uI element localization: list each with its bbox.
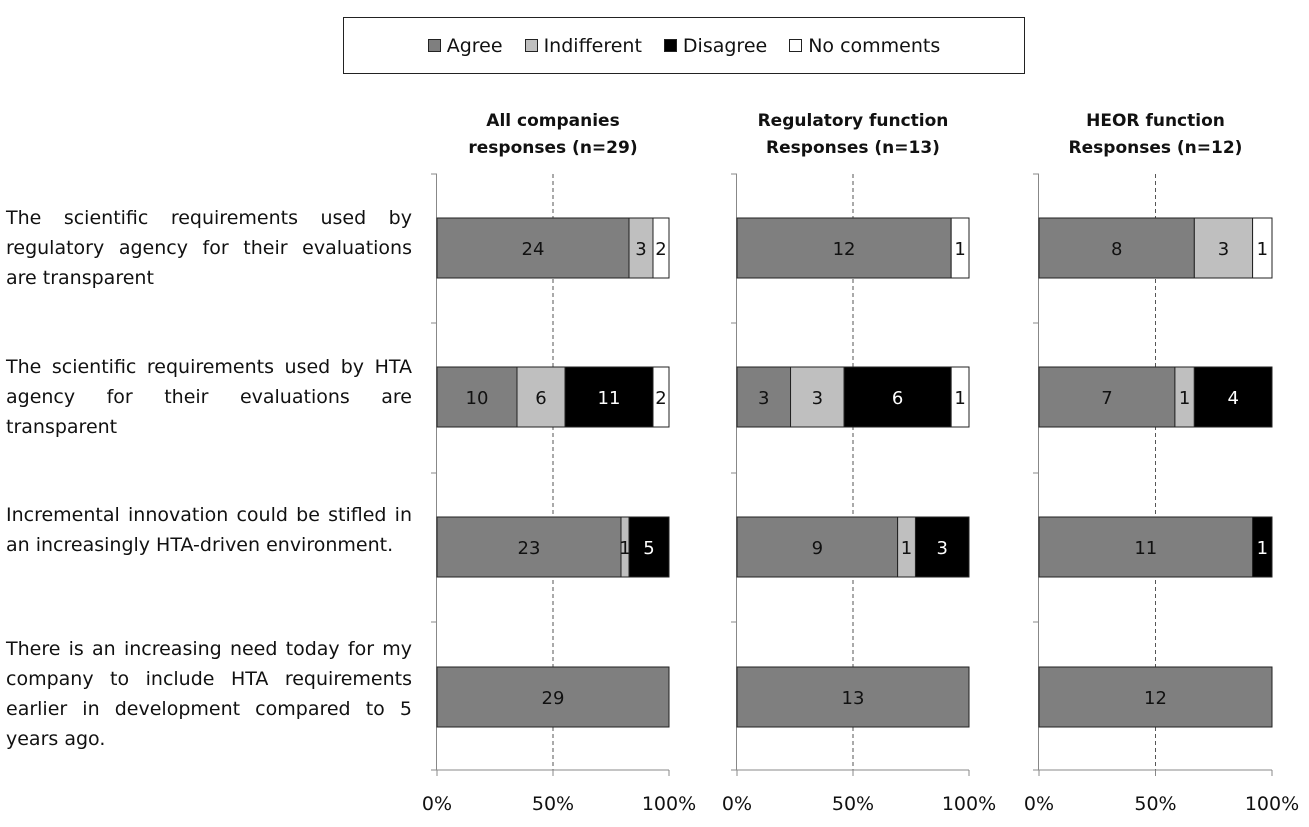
question-label: The scientific requirements used by regu…	[6, 207, 412, 289]
x-tick-label: 100%	[642, 793, 696, 815]
data-label: 6	[892, 388, 903, 409]
x-tick-label: 50%	[832, 793, 874, 815]
data-label: 3	[812, 388, 823, 409]
legend-label-no-comments: No comments	[808, 34, 941, 57]
panel-title-line: HEOR function	[1086, 111, 1225, 131]
data-label: 10	[466, 388, 489, 409]
data-label: 1	[954, 388, 965, 409]
bar-segment-agree	[1038, 666, 1273, 728]
data-label: 11	[1134, 538, 1157, 559]
data-label: 24	[522, 239, 545, 260]
data-label: 29	[542, 688, 565, 709]
data-label: 1	[619, 538, 630, 559]
data-label: 1	[954, 239, 965, 260]
bar-segment-no-comments	[652, 366, 670, 428]
x-tick-label: 0%	[722, 793, 752, 815]
data-label: 12	[833, 239, 856, 260]
question-label: There is an increasing need today for my…	[6, 638, 412, 750]
bar-segment-agree	[436, 217, 630, 279]
data-label: 11	[598, 388, 621, 409]
x-tick-label: 50%	[532, 793, 574, 815]
data-label: 6	[535, 388, 546, 409]
bar-segment-disagree	[843, 366, 952, 428]
question-label: The scientific requirements used by HTA …	[6, 356, 412, 438]
data-label: 2	[655, 388, 666, 409]
bar-segment-no-comments	[950, 217, 970, 279]
data-label: 12	[1144, 688, 1167, 709]
x-tick-label: 50%	[1134, 793, 1176, 815]
legend-item-agree: Agree	[427, 34, 503, 57]
bar-segment-disagree	[628, 516, 670, 578]
bar-segment-agree	[736, 366, 792, 428]
data-label: 3	[1218, 239, 1229, 260]
bar-segment-no-comments	[950, 366, 970, 428]
data-label: 9	[812, 538, 823, 559]
bar-segment-agree	[436, 666, 670, 728]
panel-title-regulatory: Regulatory function Responses (n=13)	[737, 108, 969, 162]
bar-segment-no-comments	[652, 217, 670, 279]
bar-segment-disagree	[914, 516, 970, 578]
x-tick-label: 100%	[1245, 793, 1299, 815]
panel-title-line: Responses (n=13)	[766, 138, 940, 158]
bar-segment-indifferent	[1193, 217, 1254, 279]
x-tick-label: 0%	[1024, 793, 1054, 815]
x-tick-label: 100%	[942, 793, 996, 815]
panel-title-all-companies: All companies responses (n=29)	[437, 108, 669, 162]
bar-segment-disagree	[564, 366, 654, 428]
legend-swatch-indifferent	[524, 39, 538, 52]
panel-title-line: All companies	[486, 111, 620, 131]
data-label: 4	[1227, 388, 1238, 409]
panel-title-heor: HEOR function Responses (n=12)	[1039, 108, 1272, 162]
panel-title-line: Regulatory function	[757, 111, 949, 131]
legend-swatch-no-comments	[789, 39, 803, 52]
bar-segment-agree	[1038, 217, 1195, 279]
bar-segment-indifferent	[628, 217, 654, 279]
bar-segment-no-comments	[1252, 217, 1273, 279]
data-label: 1	[1257, 538, 1268, 559]
legend-item-indifferent: Indifferent	[524, 34, 642, 57]
data-label: 3	[937, 538, 948, 559]
data-label: 3	[758, 388, 769, 409]
data-label: 8	[1111, 239, 1122, 260]
chart-legend: Agree Indifferent Disagree No comments	[343, 17, 1025, 74]
data-label: 1	[901, 538, 912, 559]
legend-swatch-agree	[427, 39, 441, 52]
panel-title-line: responses (n=29)	[468, 138, 638, 158]
data-label: 2	[655, 239, 666, 260]
bar-segment-agree	[1038, 516, 1254, 578]
legend-label-indifferent: Indifferent	[543, 34, 642, 57]
data-label: 23	[518, 538, 541, 559]
bar-segment-disagree	[1193, 366, 1273, 428]
legend-swatch-disagree	[663, 39, 677, 52]
legend-item-disagree: Disagree	[663, 34, 768, 57]
legend-label-disagree: Disagree	[682, 34, 768, 57]
data-label: 5	[643, 538, 654, 559]
bar-segment-agree	[736, 666, 970, 728]
panel-title-line: Responses (n=12)	[1068, 138, 1243, 158]
data-label: 13	[842, 688, 865, 709]
bar-segment-agree	[1038, 366, 1176, 428]
data-label: 1	[1257, 239, 1268, 260]
bar-segment-agree	[736, 217, 952, 279]
legend-label-agree: Agree	[446, 34, 503, 57]
bar-segment-agree	[436, 366, 518, 428]
data-label: 3	[635, 239, 646, 260]
data-label: 7	[1101, 388, 1112, 409]
x-tick-label: 0%	[422, 793, 452, 815]
bar-segment-indifferent	[516, 366, 566, 428]
data-label: 1	[1179, 388, 1190, 409]
bar-segment-disagree	[1252, 516, 1273, 578]
question-label: Incremental innovation could be stifled …	[6, 504, 412, 556]
legend-item-no-comments: No comments	[789, 35, 940, 57]
